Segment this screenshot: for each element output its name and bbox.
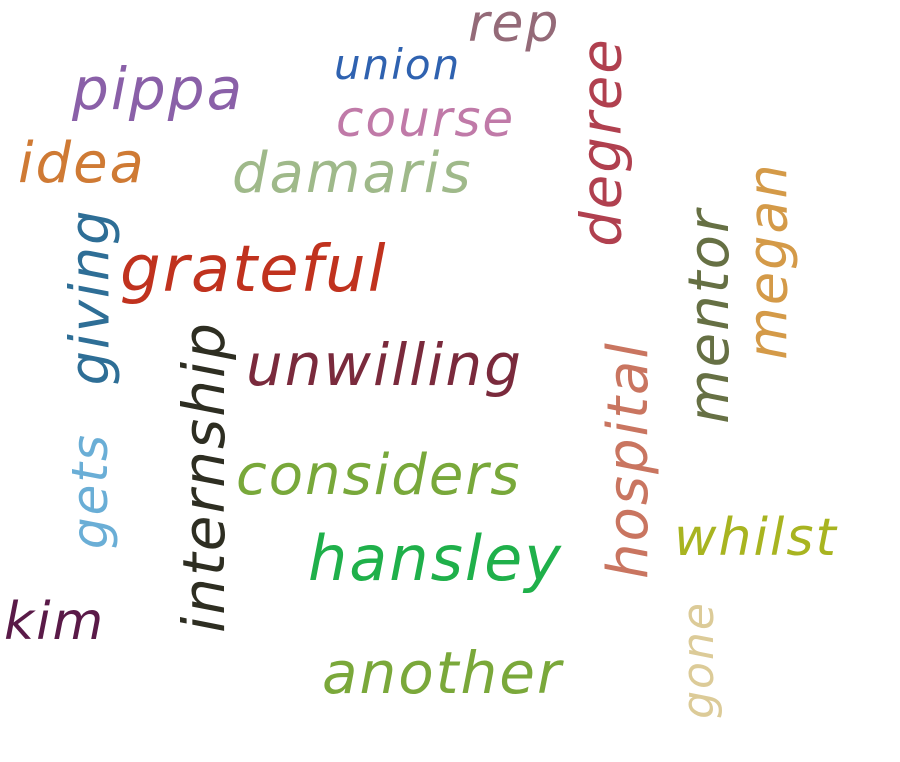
word-idea: idea	[18, 131, 146, 196]
word-pippa: pippa	[72, 55, 245, 123]
word-damaris: damaris	[232, 141, 473, 206]
word-unwilling: unwilling	[246, 331, 523, 399]
word-internship: internship	[169, 321, 238, 633]
word-degree: degree	[569, 37, 635, 247]
word-course: course	[336, 90, 516, 148]
word-considers: considers	[236, 443, 522, 508]
word-union: union	[334, 40, 462, 89]
word-hansley: hansley	[308, 522, 563, 595]
word-rep: rep	[468, 0, 561, 54]
word-megan: megan	[736, 162, 800, 360]
word-kim: kim	[4, 592, 106, 652]
word-whilst: whilst	[674, 508, 838, 568]
word-hospital: hospital	[595, 341, 661, 579]
word-gets: gets	[61, 432, 120, 550]
word-grateful: grateful	[120, 233, 388, 307]
word-another: another	[322, 639, 563, 707]
word-giving: giving	[58, 208, 122, 386]
word-gone: gone	[672, 601, 724, 719]
word-mentor: mentor	[676, 208, 742, 424]
